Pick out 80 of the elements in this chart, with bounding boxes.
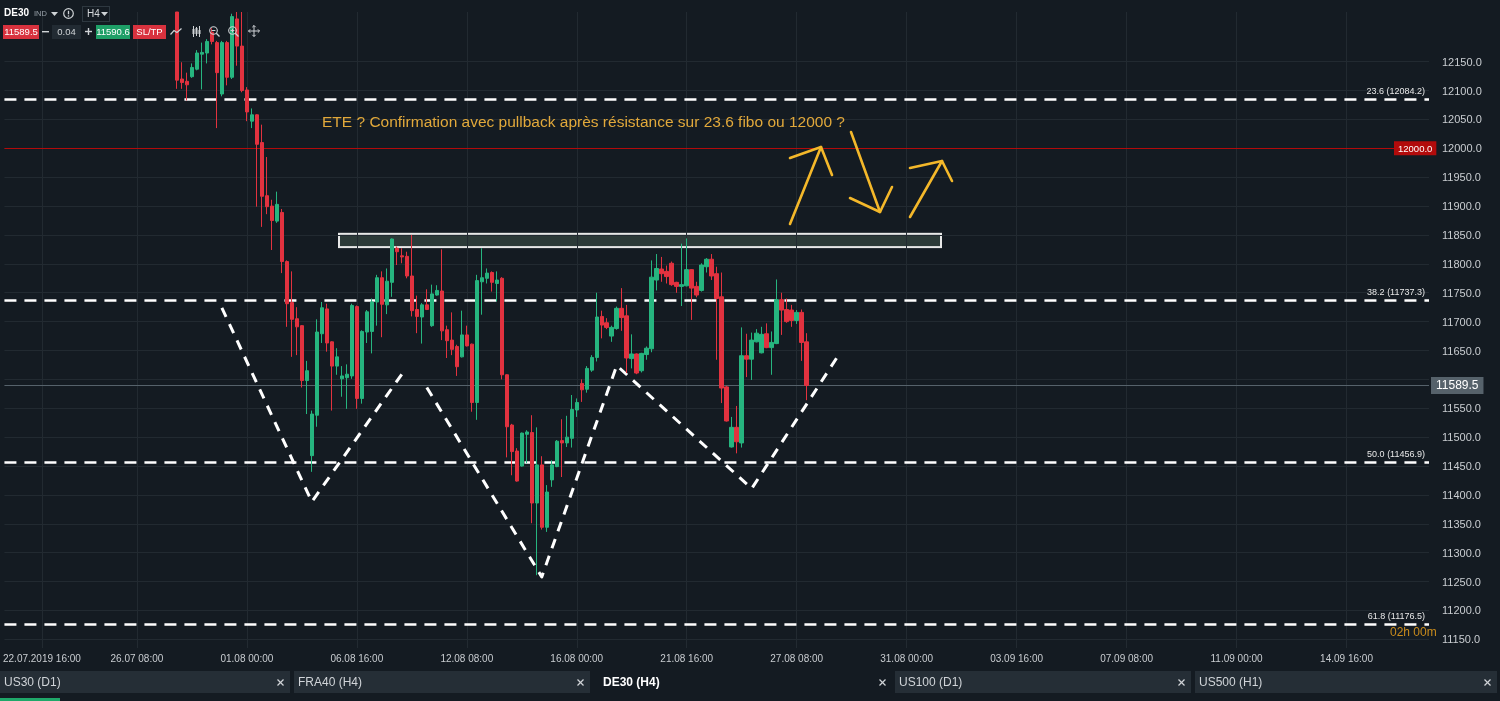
y-tick-label: 11900.0 (1442, 200, 1481, 213)
annotation: ETE ? Confirmation avec pullback après résistance sur 23.6 fibo ou 12000 ? (322, 113, 845, 130)
button: 11589.5 (3, 25, 39, 39)
y-tick-label: 12100.0 (1442, 84, 1482, 97)
y-tick-label: 11400.0 (1442, 488, 1481, 501)
x-tick-label: 11.09 00:00 (1210, 652, 1264, 664)
y-tick-label: 11850.0 (1442, 228, 1481, 241)
chart-title: DE30 (4, 7, 30, 18)
y-tick-label: 11800.0 (1442, 257, 1481, 270)
candlestick (734, 405, 739, 454)
candlestick (764, 322, 769, 349)
y-tick-label: 11750.0 (1442, 286, 1481, 299)
button: 11590.6 (96, 25, 130, 39)
candlestick (530, 414, 534, 524)
button: SL/TP (133, 25, 166, 39)
y-tick-label: 11500.0 (1442, 431, 1481, 444)
x-tick-label: 26.07 08:00 (110, 652, 164, 664)
y-tick-label: 11150.0 (1442, 633, 1481, 646)
y-tick-label: 11650.0 (1442, 344, 1481, 357)
candlestick (275, 191, 279, 224)
candlestick (425, 288, 429, 311)
y-tick-label: 11250.0 (1442, 575, 1481, 588)
ref-line-label: 12000.0 (1398, 142, 1433, 154)
tab: US30 (D1) (0, 671, 290, 693)
candlestick (540, 455, 544, 531)
tab: US100 (D1) (895, 671, 1191, 693)
x-tick-label: 12.08 08:00 (440, 652, 494, 664)
y-tick-label: 11300.0 (1442, 546, 1481, 559)
x-tick-label: 03.09 16:00 (990, 652, 1044, 664)
candlestick (545, 484, 549, 533)
dropdown-box: H4 (82, 6, 110, 22)
candlestick (395, 246, 399, 266)
x-tick-label: 31.08 00:00 (880, 652, 934, 664)
y-tick-label: 11950.0 (1442, 171, 1481, 184)
tab: FRA40 (H4) (294, 671, 590, 693)
candlestick (225, 40, 229, 86)
y-tick-label: 11450.0 (1442, 460, 1481, 473)
candlestick (729, 416, 734, 449)
ref-line-label: 23.6 (12084.2) (1366, 86, 1425, 97)
ref-line-label: 61.8 (11176.5) (1367, 610, 1425, 621)
candlestick (535, 426, 539, 576)
candlestick (215, 40, 219, 129)
x-tick-label: 16.08 00:00 (550, 652, 604, 664)
x-tick-label: 01.08 00:00 (220, 652, 274, 664)
y-tick-label: 12000.0 (1442, 142, 1482, 155)
annotation: 02h 00m (1390, 625, 1437, 639)
x-tick-label: 07.09 08:00 (1100, 652, 1154, 664)
y-tick-label: 11550.0 (1442, 402, 1481, 415)
candlestick (580, 378, 584, 403)
candlestick (560, 418, 564, 478)
candlestick (420, 302, 424, 345)
x-tick-label: 22.07.2019 16:00 (2, 652, 82, 664)
candlestick (490, 270, 494, 293)
candlestick (634, 352, 639, 375)
ref-line-label: 11589.5 (1436, 378, 1479, 393)
candlestick (355, 304, 359, 410)
x-tick-label: 21.08 16:00 (660, 652, 714, 664)
y-tick-label: 11350.0 (1442, 517, 1481, 530)
candlestick (739, 326, 744, 449)
candlestick (220, 40, 224, 97)
tab: US500 (H1) (1195, 671, 1497, 693)
candlestick (495, 270, 499, 302)
y-tick-label: 12150.0 (1442, 55, 1482, 68)
candlestick (460, 310, 464, 358)
ref-line-label: 50.0 (11456.9) (1367, 448, 1425, 459)
x-tick-label: 27.08 08:00 (770, 652, 824, 664)
y-tick-label: 11200.0 (1442, 604, 1481, 617)
x-tick-label: 14.09 16:00 (1320, 652, 1374, 664)
candlestick (305, 360, 309, 415)
candlestick (380, 270, 384, 338)
y-tick-label: 11700.0 (1442, 315, 1481, 328)
ref-line-label: 38.2 (11737.3) (1367, 286, 1425, 297)
candlestick (794, 309, 799, 325)
input-field: 0.04 (52, 25, 81, 39)
candlestick (250, 107, 254, 129)
y-tick-label: 12050.0 (1442, 113, 1482, 126)
candlestick (744, 333, 749, 378)
candlestick (335, 347, 339, 376)
x-tick-label: 06.08 16:00 (330, 652, 384, 664)
candlestick (629, 333, 634, 369)
